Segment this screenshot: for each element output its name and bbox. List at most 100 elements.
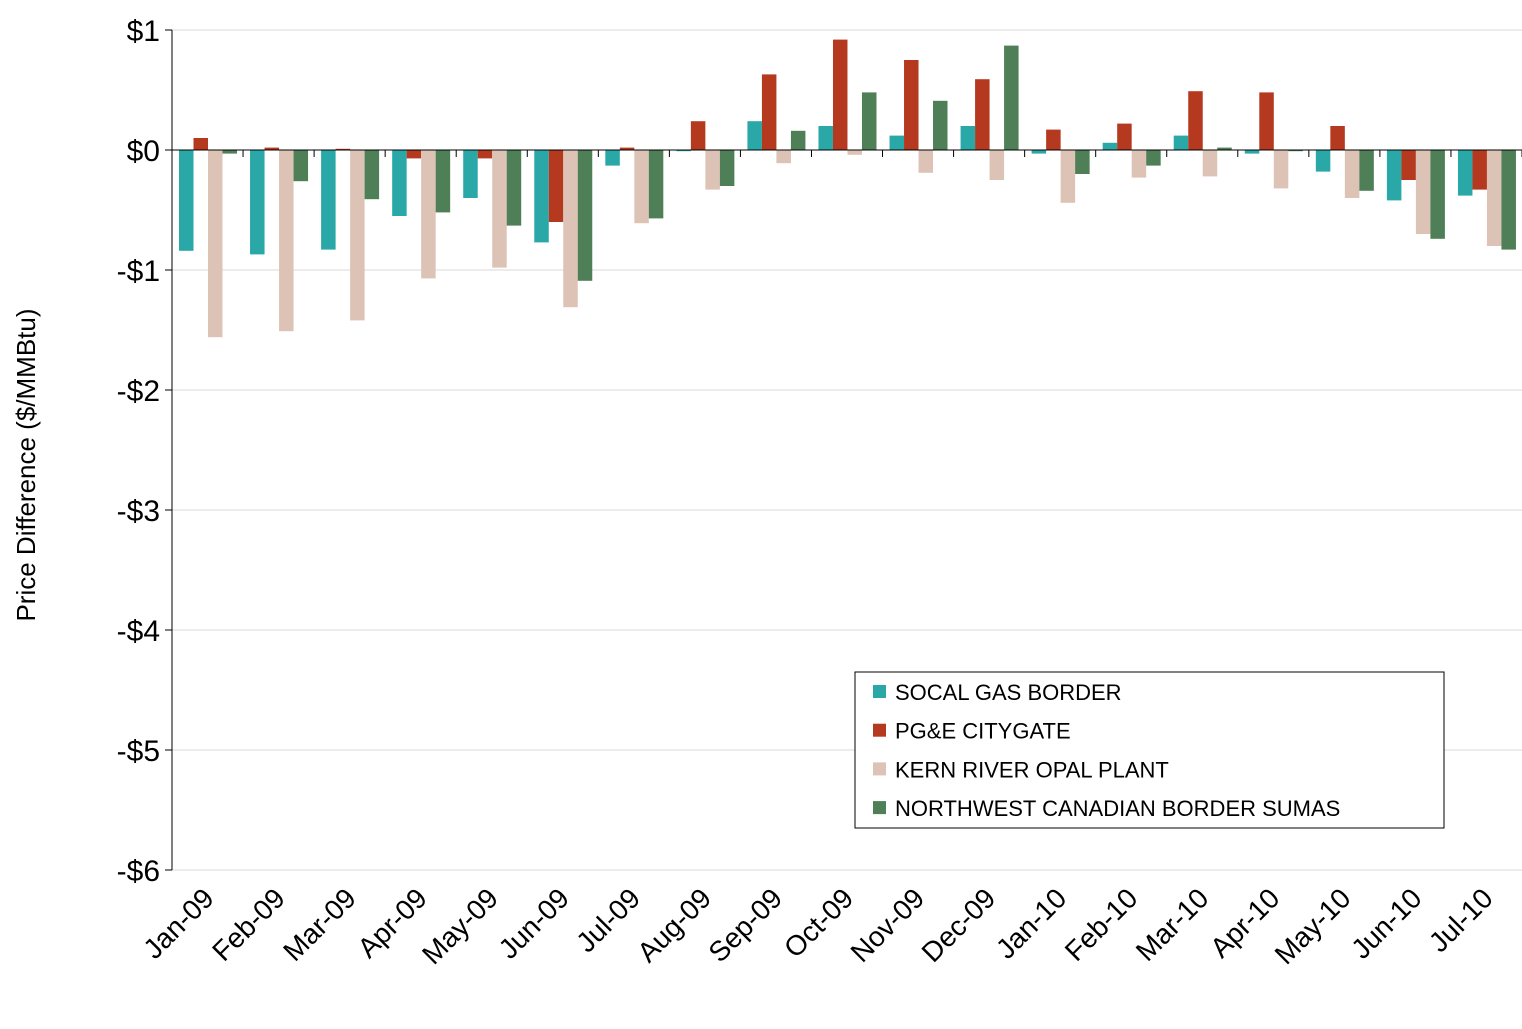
bar	[392, 150, 407, 216]
bar	[619, 147, 635, 150]
bar	[747, 121, 762, 150]
bar	[818, 126, 833, 150]
bar	[1117, 123, 1132, 150]
x-tick-label: Mar-10	[1130, 882, 1215, 967]
bar	[1131, 150, 1147, 178]
bar	[1472, 150, 1487, 190]
y-tick-label: -$1	[117, 255, 160, 288]
x-tick-label: Jun-09	[493, 882, 575, 964]
bar	[279, 150, 294, 332]
bar	[1188, 91, 1203, 150]
bar	[634, 150, 649, 224]
bar	[421, 150, 436, 279]
bar	[989, 150, 1005, 180]
bar	[1244, 150, 1260, 154]
bar	[847, 150, 862, 155]
bar	[463, 150, 478, 198]
bar	[761, 74, 777, 150]
bar	[179, 150, 194, 251]
bar	[776, 150, 791, 164]
legend-label: SOCAL GAS BORDER	[895, 680, 1122, 705]
x-tick-label: Sep-09	[702, 882, 788, 968]
bar	[676, 150, 691, 152]
bar	[1415, 150, 1431, 234]
y-tick-label: -$3	[117, 495, 160, 528]
legend-box	[854, 671, 1445, 829]
bar	[406, 150, 422, 159]
bar	[1146, 150, 1161, 166]
bar	[1288, 150, 1303, 152]
x-tick-label: Aug-09	[631, 882, 717, 968]
bar	[1430, 150, 1445, 239]
bar	[293, 150, 309, 182]
bar	[1217, 147, 1232, 150]
bar	[506, 150, 522, 226]
bar	[1102, 142, 1118, 150]
bar	[790, 130, 806, 150]
bar	[918, 150, 934, 173]
bar	[904, 60, 919, 150]
bar	[960, 126, 976, 150]
bar	[1457, 150, 1473, 196]
y-tick-label: -$4	[117, 615, 160, 648]
bar	[208, 150, 223, 338]
bar	[832, 39, 848, 150]
bar	[648, 150, 664, 219]
bar	[705, 150, 720, 190]
bar	[1315, 150, 1331, 172]
bar	[1501, 150, 1516, 250]
legend-label: KERN RIVER OPAL PLANT	[895, 757, 1169, 782]
bar	[1486, 150, 1502, 246]
bar	[264, 147, 280, 150]
bar	[1202, 150, 1218, 177]
legend-label: PG&E CITYGATE	[895, 719, 1071, 744]
bar	[492, 150, 507, 268]
y-tick-label: -$5	[117, 735, 160, 768]
bar	[975, 79, 990, 150]
bar	[1004, 45, 1019, 150]
bar	[1344, 150, 1360, 198]
bar	[250, 150, 265, 255]
y-tick-label: $0	[127, 135, 160, 168]
bar	[577, 150, 593, 281]
bar	[1330, 126, 1345, 150]
bar	[350, 150, 365, 321]
bar	[321, 150, 336, 250]
bar	[1173, 135, 1189, 150]
x-tick-label: Jan-09	[137, 882, 219, 964]
bar	[861, 92, 877, 150]
legend-swatch	[873, 723, 886, 737]
bar	[1386, 150, 1402, 201]
bar	[719, 150, 735, 186]
bar	[364, 150, 380, 200]
bar	[222, 150, 237, 154]
x-tick-label: Jan-10	[990, 882, 1072, 964]
bar	[1031, 150, 1047, 154]
bar	[605, 150, 620, 166]
y-tick-label: -$2	[117, 375, 160, 408]
bar	[335, 148, 351, 150]
x-tick-label: Nov-09	[845, 882, 931, 968]
bar	[534, 150, 549, 243]
bar	[1075, 150, 1090, 174]
y-axis-title: Price Difference ($/MMBtu)	[11, 308, 41, 621]
legend-swatch	[873, 685, 886, 698]
legend-label: NORTHWEST CANADIAN BORDER SUMAS	[895, 796, 1340, 821]
bar	[1273, 150, 1289, 189]
bar	[690, 121, 706, 150]
legend-swatch	[873, 762, 886, 776]
x-tick-label: May-09	[416, 882, 504, 970]
bar	[1046, 129, 1061, 150]
bar	[889, 135, 905, 150]
bar	[1060, 150, 1076, 203]
y-tick-label: $1	[127, 15, 160, 48]
bar	[477, 150, 493, 159]
x-tick-label: Feb-10	[1059, 882, 1144, 967]
x-tick-label: Feb-09	[206, 882, 291, 967]
bar	[435, 150, 451, 213]
bar	[933, 100, 948, 150]
y-tick-label: -$6	[117, 855, 160, 888]
bar	[563, 150, 578, 308]
bar	[1401, 150, 1416, 180]
bar	[1359, 150, 1374, 191]
